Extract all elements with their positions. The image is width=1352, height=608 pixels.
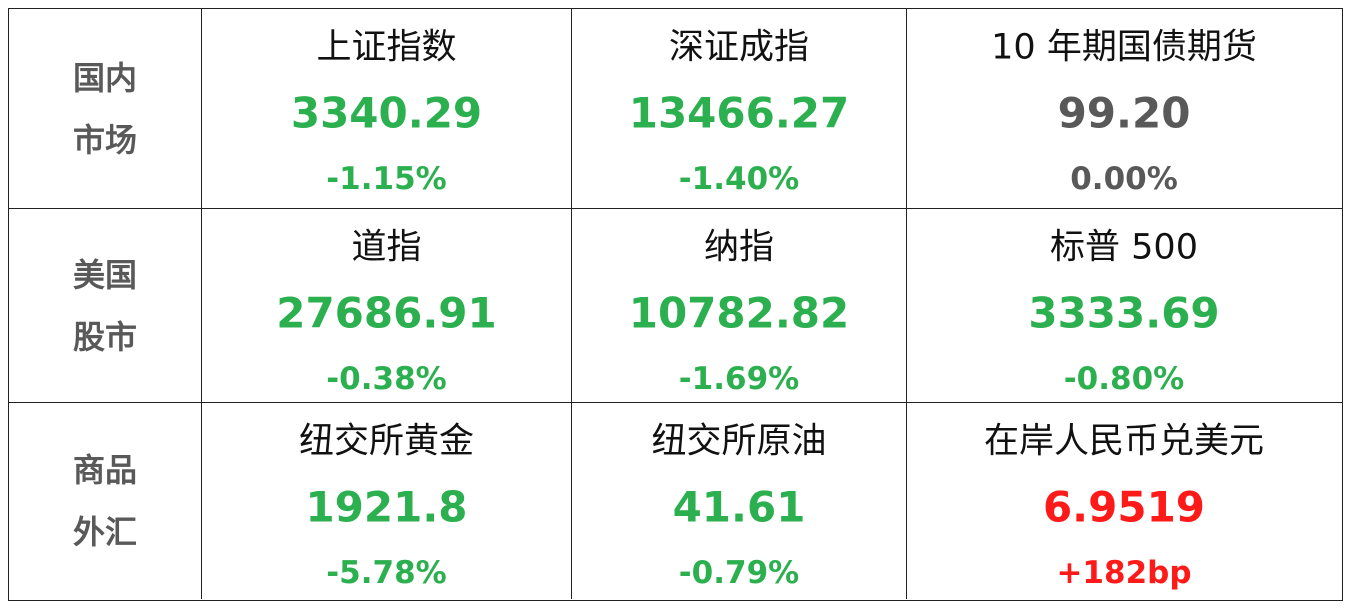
quote-value: 3340.29 [290, 88, 483, 138]
quote-change: -0.80% [1063, 361, 1185, 397]
row-label-cell: 美国 股市 [9, 209, 201, 402]
row-label-line: 市场 [72, 120, 137, 159]
quote-change: -1.40% [678, 161, 800, 197]
quote-value: 13466.27 [628, 88, 850, 138]
quote-name: 纳指 [703, 227, 774, 268]
quote-name: 10 年期国债期货 [991, 27, 1257, 68]
quote-change: 0.00% [1070, 161, 1178, 197]
quote-cell: 纳指 10782.82 -1.69% [571, 209, 906, 402]
quote-name: 标普 500 [1050, 227, 1198, 268]
quote-change: -1.69% [678, 361, 800, 397]
table-row: 商品外汇 纽交所黄金 1921.8 -5.78% 纽交所原油 41.61 -0.79% 在岸人… [9, 403, 1342, 599]
quote-cell: 纽交所黄金 1921.8 -5.78% [201, 403, 571, 599]
row-label-line: 国内 [72, 58, 137, 97]
quote-value: 10782.82 [628, 288, 850, 338]
quote-value: 6.9519 [1042, 482, 1206, 532]
quote-name: 纽交所原油 [651, 421, 827, 462]
table-row: 美国股市 道指 27686.91 -0.38% 纳指 10782.82 -1.69% 标普 5… [9, 209, 1342, 403]
row-label-line: 美国 [72, 255, 137, 294]
quote-cell: 纽交所原油 41.61 -0.79% [571, 403, 906, 599]
quote-value: 3333.69 [1028, 288, 1220, 338]
quote-change: +182bp [1056, 555, 1192, 591]
quote-cell: 上证指数 3340.29 -1.15% [201, 9, 571, 208]
quote-cell: 道指 27686.91 -0.38% [201, 209, 571, 402]
quote-name: 纽交所黄金 [298, 421, 474, 462]
row-label-line: 股市 [72, 317, 137, 356]
quote-cell: 标普 500 3333.69 -0.80% [906, 209, 1341, 402]
quote-name: 在岸人民币兑美元 [983, 421, 1264, 462]
row-label: 美国 股市 [9, 244, 201, 368]
row-label: 国内 市场 [9, 47, 201, 171]
market-table: 国内市场 上证指数 3340.29 -1.15% 深证成指 13466.27 -1.40% 1… [8, 8, 1343, 601]
quote-change: -1.15% [326, 161, 447, 197]
quote-change: -0.79% [678, 555, 800, 591]
quote-value: 41.61 [672, 482, 806, 532]
row-label-line: 外汇 [72, 513, 137, 551]
row-label: 商品 外汇 [9, 439, 201, 563]
row-label-cell: 商品 外汇 [9, 403, 201, 599]
quote-cell: 深证成指 13466.27 -1.40% [571, 9, 906, 208]
quote-cell: 10 年期国债期货 99.20 0.00% [906, 9, 1341, 208]
row-label-line: 商品 [72, 451, 137, 489]
quote-value: 27686.91 [276, 288, 497, 338]
quote-name: 深证成指 [668, 27, 809, 68]
row-label-cell: 国内 市场 [9, 9, 201, 208]
quote-name: 上证指数 [316, 27, 457, 68]
quote-value: 1921.8 [305, 482, 468, 532]
quote-change: -5.78% [326, 555, 447, 591]
quote-change: -0.38% [326, 361, 447, 397]
quote-name: 道指 [351, 227, 422, 268]
table-row: 国内市场 上证指数 3340.29 -1.15% 深证成指 13466.27 -1.40% 1… [9, 9, 1342, 209]
quote-cell: 在岸人民币兑美元 6.9519 +182bp [906, 403, 1341, 599]
quote-value: 99.20 [1057, 88, 1191, 138]
